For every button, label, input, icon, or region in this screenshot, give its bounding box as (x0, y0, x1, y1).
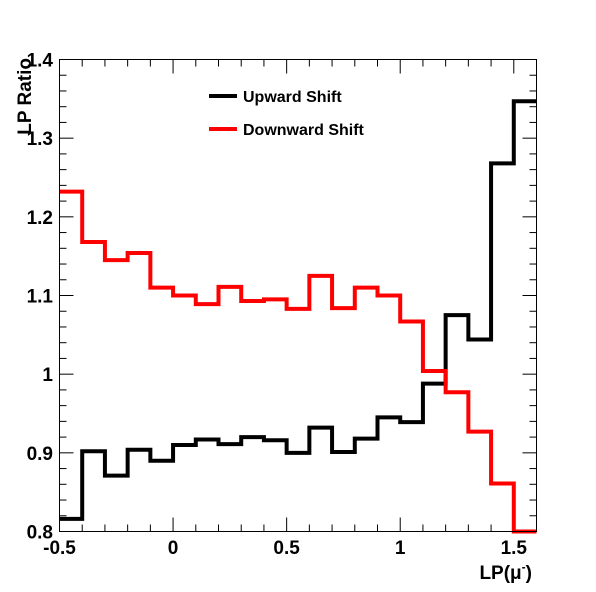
y-tick-label: 1 (42, 365, 53, 386)
y-tick-labels: 0.8 0.9 1 1.1 1.2 1.3 1.4 (27, 51, 54, 544)
y-tick-label: 1.4 (27, 51, 54, 72)
x-axis-title-main: LP(μ (479, 563, 521, 584)
y-axis-title: LP Ratio (15, 58, 36, 135)
series-line-upward-shift (59, 99, 537, 521)
y-tick-label: 1.3 (27, 129, 53, 150)
x-tick-label: 1 (395, 538, 406, 559)
y-tick-label: 0.9 (27, 444, 53, 465)
minor-ticks (59, 59, 537, 532)
x-axis-title-sup: - (522, 560, 526, 574)
x-tick-label: 0 (168, 538, 179, 559)
legend-label-upward: Upward Shift (243, 89, 342, 106)
y-tick-label: 0.8 (27, 523, 53, 544)
y-tick-label: 1.2 (27, 208, 53, 229)
x-tick-label: 0.5 (273, 538, 300, 559)
series-layer (59, 99, 537, 534)
y-tick-label: 1.1 (27, 287, 54, 308)
legend-label-downward: Downward Shift (243, 122, 365, 139)
series-line-downward-shift (59, 189, 537, 534)
x-tick-label: 1.5 (501, 538, 528, 559)
x-axis-title-close: ) (526, 563, 532, 584)
x-tick-labels: -0.5 0 0.5 1 1.5 (43, 538, 527, 559)
x-tick-label: -0.5 (43, 538, 76, 559)
plot-frame (59, 59, 537, 532)
x-axis-title: LP(μ-) (479, 560, 532, 584)
legend: Upward Shift Downward Shift (209, 89, 365, 139)
